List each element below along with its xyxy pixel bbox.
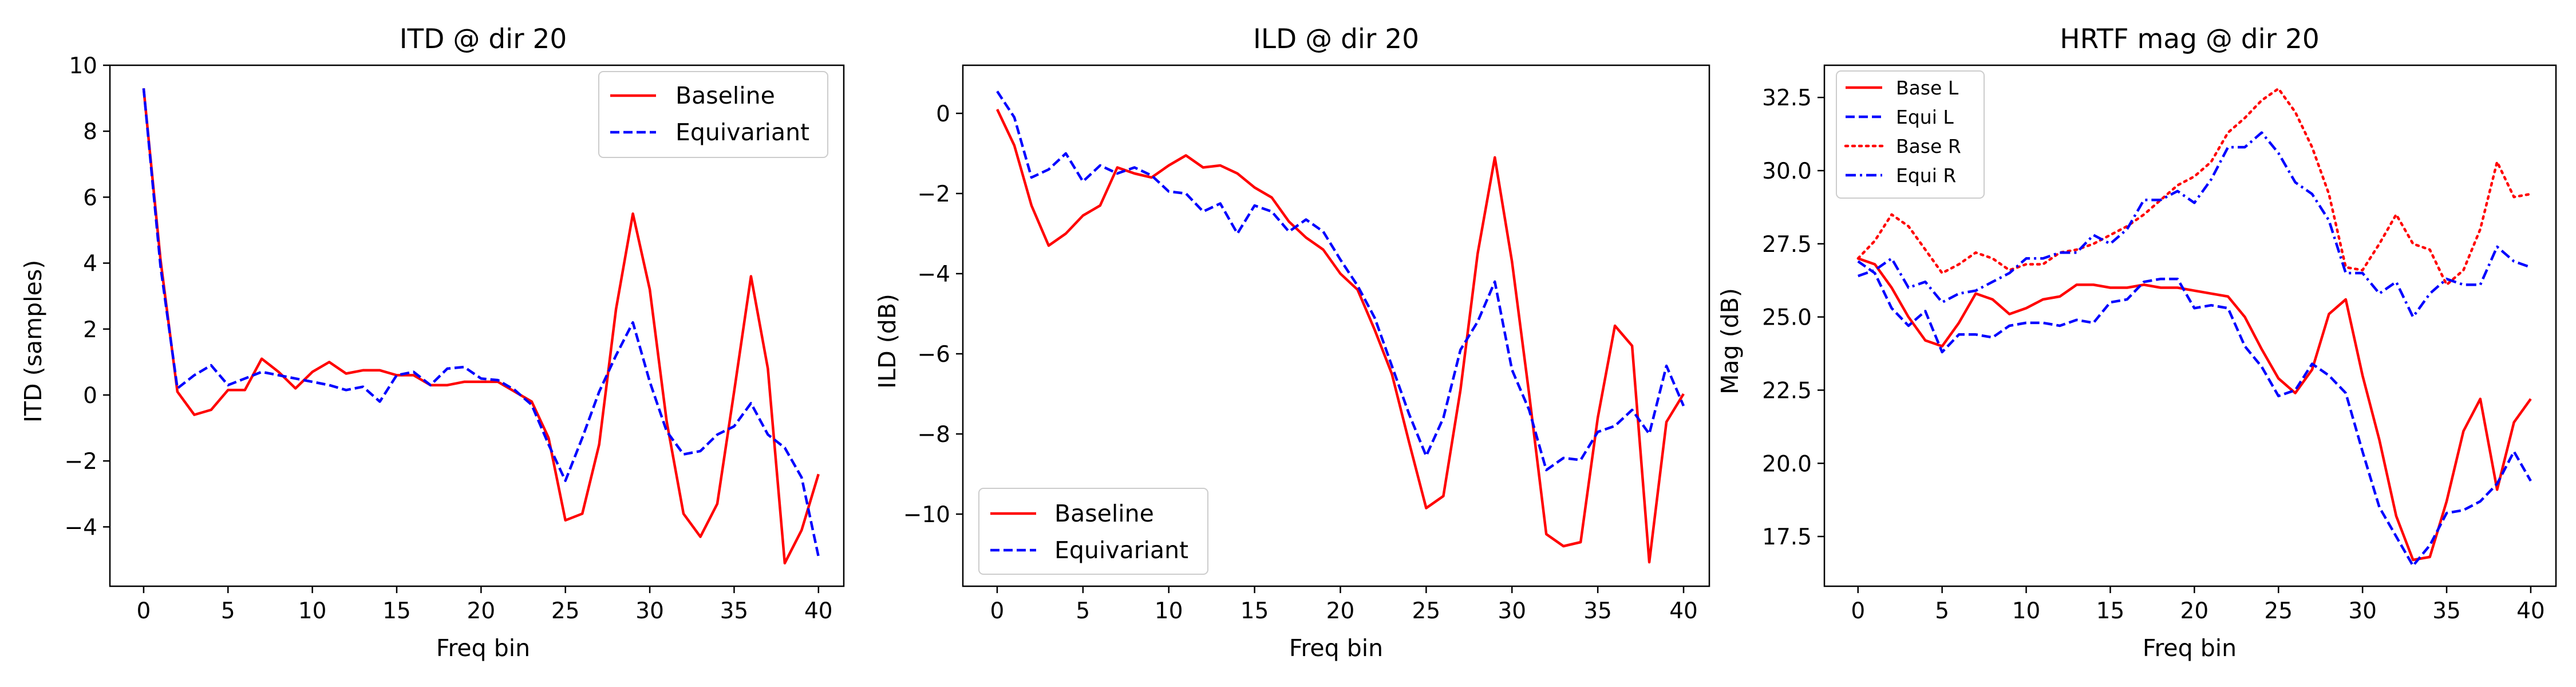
x-tick-label: 30 — [1498, 598, 1526, 624]
ild-ylabel: ILD (dB) — [874, 294, 901, 389]
ild-legend: Baseline Equivariant — [978, 488, 1208, 575]
y-tick-label: 17.5 — [1762, 524, 1812, 550]
itd-yticks: −4 −2 0 2 4 6 8 10 — [65, 53, 110, 540]
x-tick-label: 10 — [2012, 598, 2041, 624]
x-tick-label: 30 — [635, 598, 664, 624]
series-line-equivariant — [996, 90, 1685, 472]
ild-xlabel: Freq bin — [1289, 634, 1383, 662]
x-tick-label: 10 — [298, 598, 327, 624]
x-tick-label: 40 — [1669, 598, 1698, 624]
itd-xlabel: Freq bin — [436, 634, 530, 662]
y-tick-label: 32.5 — [1762, 85, 1812, 111]
y-tick-label: −8 — [918, 422, 951, 448]
x-tick-label: 35 — [1583, 598, 1612, 624]
legend-label-base-r: Base R — [1896, 135, 1961, 157]
x-tick-label: 0 — [137, 598, 151, 624]
ild-plot-area — [995, 90, 1685, 564]
hrtf-plot-area — [1856, 87, 2532, 567]
y-tick-label: 22.5 — [1762, 378, 1812, 404]
hrtf-yticks: 17.5 20.0 22.5 25.0 27.5 30.0 32.5 — [1762, 85, 1824, 550]
y-tick-label: 0 — [83, 383, 97, 409]
hrtf-title: HRTF mag @ dir 20 — [2060, 23, 2320, 55]
legend-label-equivariant: Equivariant — [1054, 536, 1188, 564]
ild-chart: ILD @ dir 20 Freq bin ILD (dB) 0 5 10 15 20 2… — [874, 23, 1710, 662]
hrtf-xticks: 0 5 10 15 20 25 30 35 40 — [1851, 586, 2545, 624]
itd-legend: Baseline Equivariant — [598, 71, 828, 158]
x-tick-label: 5 — [1076, 598, 1090, 624]
series-line-base-r — [1856, 87, 2532, 286]
series-line-equi-l — [1857, 260, 2532, 567]
series-line-equi-r — [1858, 131, 2531, 318]
y-tick-label: 30.0 — [1762, 159, 1812, 184]
x-tick-label: 0 — [1851, 598, 1865, 624]
ild-xticks: 0 5 10 15 20 25 30 35 40 — [990, 586, 1698, 624]
y-tick-label: 20.0 — [1762, 451, 1812, 477]
legend-label-baseline: Baseline — [675, 82, 775, 109]
y-tick-label: −2 — [65, 449, 98, 475]
itd-title: ITD @ dir 20 — [400, 23, 567, 55]
itd-plot-area — [142, 88, 820, 564]
y-tick-label: −10 — [903, 502, 950, 528]
y-tick-label: −6 — [918, 342, 951, 368]
y-tick-label: 4 — [83, 251, 97, 277]
itd-ylabel: ITD (samples) — [19, 260, 47, 423]
x-tick-label: 20 — [467, 598, 496, 624]
x-tick-label: 40 — [2516, 598, 2545, 624]
x-tick-label: 15 — [1240, 598, 1269, 624]
x-tick-label: 15 — [382, 598, 411, 624]
x-tick-label: 35 — [720, 598, 749, 624]
x-tick-label: 30 — [2348, 598, 2377, 624]
hrtf-legend: Base L Equi L Base R Equi R — [1836, 70, 1985, 199]
legend-label-equi-l: Equi L — [1896, 106, 1954, 128]
hrtf-mag-chart: HRTF mag @ dir 20 Freq bin Mag (dB) 0 5 10… — [1716, 23, 2557, 662]
ild-axes-frame — [962, 64, 1710, 587]
ild-title: ILD @ dir 20 — [1253, 23, 1419, 55]
hrtf-axes-frame — [1823, 64, 2557, 587]
x-tick-label: 25 — [1412, 598, 1441, 624]
x-tick-label: 20 — [2180, 598, 2209, 624]
y-tick-label: 10 — [69, 53, 97, 79]
hrtf-ylabel: Mag (dB) — [1716, 288, 1744, 394]
y-tick-label: −4 — [65, 515, 98, 540]
x-tick-label: 10 — [1155, 598, 1183, 624]
y-tick-label: 25.0 — [1762, 305, 1812, 331]
y-tick-label: 8 — [83, 119, 97, 145]
hrtf-xlabel: Freq bin — [2143, 634, 2237, 662]
x-tick-label: 5 — [221, 598, 235, 624]
series-line-baseline — [142, 88, 820, 564]
y-tick-label: 6 — [83, 185, 97, 211]
y-tick-label: 27.5 — [1762, 232, 1812, 258]
x-tick-label: 0 — [990, 598, 1005, 624]
itd-xticks: 0 5 10 15 20 25 30 35 40 — [137, 586, 833, 624]
legend-label-baseline: Baseline — [1054, 500, 1154, 527]
y-tick-label: −4 — [918, 262, 951, 287]
x-tick-label: 25 — [551, 598, 580, 624]
legend-label-base-l: Base L — [1896, 77, 1959, 99]
legend-label-equivariant: Equivariant — [675, 119, 809, 146]
y-tick-label: −2 — [918, 181, 951, 207]
itd-chart: ITD @ dir 20 Freq bin ITD (samples) 0 5 10… — [19, 23, 845, 662]
x-tick-label: 40 — [804, 598, 833, 624]
x-tick-label: 35 — [2432, 598, 2461, 624]
y-tick-label: 2 — [83, 317, 97, 343]
x-tick-label: 5 — [1935, 598, 1949, 624]
itd-axes-frame — [109, 64, 845, 587]
series-line-baseline — [995, 109, 1685, 564]
series-line-equivariant — [142, 88, 820, 557]
x-tick-label: 20 — [1326, 598, 1355, 624]
x-tick-label: 15 — [2096, 598, 2125, 624]
y-tick-label: 0 — [936, 101, 950, 127]
ild-yticks: −10 −8 −6 −4 −2 0 — [903, 101, 963, 528]
legend-label-equi-r: Equi R — [1896, 164, 1956, 187]
x-tick-label: 25 — [2264, 598, 2293, 624]
